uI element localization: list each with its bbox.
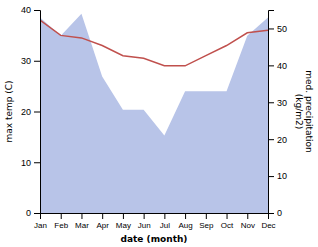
tick: Aug [178, 213, 192, 230]
tick-mark [247, 213, 248, 219]
tick-mark [102, 213, 103, 219]
tick-label: Jan [34, 221, 47, 230]
tick-mark [34, 10, 40, 11]
tick-label: 50 [277, 24, 287, 34]
marks [40, 14, 268, 213]
line [40, 20, 268, 66]
y2-axis: 0 10 20 30 40 50 [268, 11, 287, 219]
tick-mark [268, 65, 274, 66]
y-axis: 0 10 20 30 40 [21, 5, 41, 218]
tick-mark [34, 162, 40, 163]
tick-label: Jun [138, 221, 151, 230]
tick-label: Aug [178, 221, 192, 230]
tick-label: Nov [241, 221, 255, 230]
tick-label: 0 [277, 208, 282, 218]
y-axis-title: max temp (C) [4, 80, 14, 142]
chart: JanFebMarAprMayJunJulAugSepOctNovDec0102… [0, 0, 318, 247]
tick: 0 [268, 208, 282, 218]
tick-mark [268, 139, 274, 140]
x-axis-title: date (month) [121, 234, 188, 244]
tick: 40 [268, 61, 287, 71]
area [40, 14, 268, 213]
tick-label: 40 [21, 5, 31, 15]
tick-label: Oct [221, 221, 234, 230]
tick-mark [34, 213, 40, 214]
y2-axis-title: med. precipitation(kg/m2) [294, 70, 314, 152]
tick: 50 [268, 24, 287, 34]
tick: Feb [54, 213, 68, 230]
tick-label: May [116, 221, 131, 230]
axis-line [34, 11, 41, 214]
tick: Dec [261, 213, 275, 230]
x-axis: Jan Feb Mar Apr May Jun Jul Aug Sep Oct Nov Dec [34, 213, 276, 230]
tick: 20 [268, 135, 287, 145]
tick-label: Sep [199, 221, 214, 230]
tick-mark [185, 213, 186, 219]
tick-mark [268, 28, 274, 29]
tick: Jul [160, 213, 170, 230]
tick-label: Feb [54, 221, 68, 230]
tick: Apr [96, 213, 109, 230]
tick-label: Mar [75, 221, 89, 230]
title-line: (kg/m2) [294, 94, 304, 129]
tick: Nov [241, 213, 255, 230]
tick: Jan [34, 213, 47, 230]
tick: Oct [221, 213, 234, 230]
tick-mark [227, 213, 228, 219]
tick-label: 0 [26, 208, 31, 218]
tick-label: 40 [277, 61, 287, 71]
tick: 10 [268, 171, 287, 181]
tick-label: Dec [261, 221, 275, 230]
tick: Sep [199, 213, 214, 230]
tick-label: 20 [21, 107, 31, 117]
tick-label: Apr [96, 221, 109, 230]
tick-mark [164, 213, 165, 219]
tick-mark [34, 61, 40, 62]
tick: 30 [21, 56, 40, 66]
tick-mark [34, 112, 40, 113]
tick-mark [206, 213, 207, 219]
tick: Mar [75, 213, 89, 230]
tick-label: 20 [277, 135, 287, 145]
axis-line [269, 11, 275, 214]
tick-mark [61, 213, 62, 219]
tick-label: 10 [277, 171, 287, 181]
tick: 0 [26, 208, 40, 218]
tick-mark [123, 213, 124, 219]
plot: JanFebMarAprMayJunJulAugSepOctNovDec0102… [4, 5, 314, 244]
tick-mark [144, 213, 145, 219]
tick: Jun [138, 213, 151, 230]
tick-label: Jul [160, 221, 170, 230]
tick-mark [268, 102, 274, 103]
tick: 10 [21, 158, 40, 168]
axis-line [41, 214, 269, 220]
tick: 20 [21, 107, 40, 117]
tick-label: 30 [21, 56, 31, 66]
title-line: med. precipitation [304, 70, 314, 152]
tick-label: 30 [277, 98, 287, 108]
tick: 40 [21, 5, 40, 15]
tick-label: 10 [21, 158, 31, 168]
tick-mark [268, 176, 274, 177]
tick: May [116, 213, 131, 230]
tick-mark [268, 213, 274, 214]
tick-mark [81, 213, 82, 219]
tick: 30 [268, 98, 287, 108]
